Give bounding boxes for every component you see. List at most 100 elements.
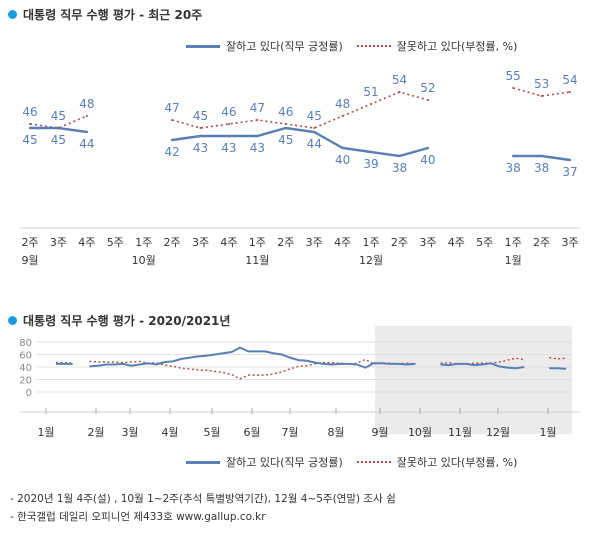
disapprove-data-label: 54 xyxy=(562,73,577,87)
x-tick-label: 2주 xyxy=(21,236,38,249)
x-month-label: 11월 xyxy=(245,254,269,267)
x-month-label: 10월 xyxy=(132,254,156,267)
disapprove-point xyxy=(29,123,31,125)
approve-data-label: 44 xyxy=(79,137,94,151)
approve-data-label: 43 xyxy=(250,141,265,155)
disapprove-point xyxy=(171,119,174,121)
disapprove-point xyxy=(426,99,429,101)
approve-data-label: 45 xyxy=(22,133,37,147)
approve-data-label: 45 xyxy=(51,133,66,147)
disapprove-point xyxy=(569,91,571,93)
disapprove-series-line xyxy=(549,356,567,360)
bullet-icon xyxy=(8,316,17,325)
footnotes: - 2020년 1월 4주(설) , 10월 1~2주(추석 특별방역기간), … xyxy=(10,490,396,526)
approve-data-label: 40 xyxy=(335,153,350,167)
y-tick-label: 20 xyxy=(19,376,32,387)
x-tick-label: 6월 xyxy=(243,426,260,439)
approve-data-label: 44 xyxy=(307,137,322,151)
approve-data-label: 45 xyxy=(278,133,293,147)
approve-point xyxy=(540,154,543,158)
x-tick-label: 1주 xyxy=(505,236,522,249)
disapprove-point xyxy=(284,123,287,125)
approve-point xyxy=(85,130,89,134)
x-tick-label: 2주 xyxy=(533,236,550,249)
x-tick-label: 5주 xyxy=(107,236,124,249)
x-tick-label: 1주 xyxy=(249,236,266,249)
approve-data-label: 43 xyxy=(193,141,208,155)
disapprove-point xyxy=(227,123,230,125)
approve-data-label: 39 xyxy=(363,157,378,171)
x-tick-label: 10월 xyxy=(408,426,432,439)
approve-data-label: 38 xyxy=(534,161,549,175)
disapprove-data-label: 46 xyxy=(278,105,293,119)
x-tick-label: 1주 xyxy=(362,236,379,249)
shaded-recent-period xyxy=(375,326,572,434)
legend-dotted-line-icon xyxy=(356,45,391,47)
x-tick-label: 4주 xyxy=(220,236,237,249)
x-tick-label: 3주 xyxy=(419,236,436,249)
x-tick-label: 2주 xyxy=(391,236,408,249)
footnote-source: - 한국갤럽 데일리 오피니언 제433호 www.gallup.co.kr xyxy=(10,511,266,523)
approve-point xyxy=(227,134,231,138)
approve-point xyxy=(341,146,344,150)
x-tick-label: 1월 xyxy=(539,426,556,439)
legend-approve: 잘하고 있다(직무 긍정률) xyxy=(186,38,343,54)
x-tick-label: 2주 xyxy=(164,236,181,249)
y-tick-label: 40 xyxy=(19,363,32,374)
disapprove-point xyxy=(313,127,316,129)
x-tick-label: 4주 xyxy=(334,236,351,249)
legend-solid-line-icon xyxy=(186,44,220,48)
approve-point xyxy=(284,126,287,130)
disapprove-series-line xyxy=(171,91,429,129)
legend-approve-label: 잘하고 있다(직무 긍정률) xyxy=(226,456,343,469)
disapprove-data-label: 48 xyxy=(79,97,94,111)
chart1-title: 대통령 직무 수행 평가 - 최근 20주 xyxy=(8,6,202,23)
disapprove-point xyxy=(256,119,259,121)
approve-point xyxy=(426,146,430,150)
disapprove-data-label: 47 xyxy=(250,101,265,115)
disapprove-data-label: 52 xyxy=(420,81,435,95)
approve-data-label: 37 xyxy=(562,165,577,179)
chart2-legend: 잘하고 있다(직무 긍정률) 잘못하고 있다(부정률, %) xyxy=(186,454,531,470)
footnote-survey-gaps: - 2020년 1월 4주(설) , 10월 1~2주(추석 특별방역기간), … xyxy=(10,493,396,505)
disapprove-data-label: 45 xyxy=(307,109,322,123)
x-tick-label: 3주 xyxy=(50,236,67,249)
approve-point xyxy=(199,134,202,138)
disapprove-point xyxy=(540,95,543,97)
chart1-title-text: 대통령 직무 수행 평가 - 최근 20주 xyxy=(23,8,203,22)
x-tick-label: 3주 xyxy=(561,236,578,249)
x-tick-label: 3월 xyxy=(121,426,138,439)
legend-approve-label: 잘하고 있다(직무 긍정률) xyxy=(226,40,343,53)
approve-point xyxy=(511,154,515,158)
chart2-title: 대통령 직무 수행 평가 - 2020/2021년 xyxy=(8,312,230,329)
x-tick-label: 12월 xyxy=(486,426,510,439)
disapprove-data-label: 46 xyxy=(221,105,236,119)
legend-disapprove: 잘못하고 있다(부정률, %) xyxy=(356,454,517,470)
approve-point xyxy=(369,150,373,154)
disapprove-data-label: 45 xyxy=(193,109,208,123)
x-tick-label: 1주 xyxy=(135,236,152,249)
disapprove-data-label: 46 xyxy=(22,105,37,119)
approve-data-label: 43 xyxy=(221,141,236,155)
approve-series-line xyxy=(440,362,525,370)
x-month-label: 9월 xyxy=(21,254,38,267)
chart2-title-text: 대통령 직무 수행 평가 - 2020/2021년 xyxy=(23,314,231,328)
x-tick-label: 4주 xyxy=(448,236,465,249)
x-tick-label: 9월 xyxy=(371,426,388,439)
x-month-label: 12월 xyxy=(359,254,383,267)
approve-point xyxy=(170,138,174,142)
approve-point xyxy=(256,134,259,138)
approve-data-label: 42 xyxy=(164,145,179,159)
x-tick-label: 7월 xyxy=(281,426,298,439)
disapprove-data-label: 47 xyxy=(164,101,179,115)
x-tick-label: 4주 xyxy=(78,236,95,249)
legend-approve: 잘하고 있다(직무 긍정률) xyxy=(186,454,343,470)
approve-point xyxy=(313,130,316,134)
disapprove-point xyxy=(341,115,344,117)
x-tick-label: 5주 xyxy=(476,236,493,249)
approve-point xyxy=(568,158,572,162)
legend-dotted-line-icon xyxy=(356,461,391,463)
disapprove-point xyxy=(512,87,515,89)
x-tick-label: 4월 xyxy=(161,426,178,439)
